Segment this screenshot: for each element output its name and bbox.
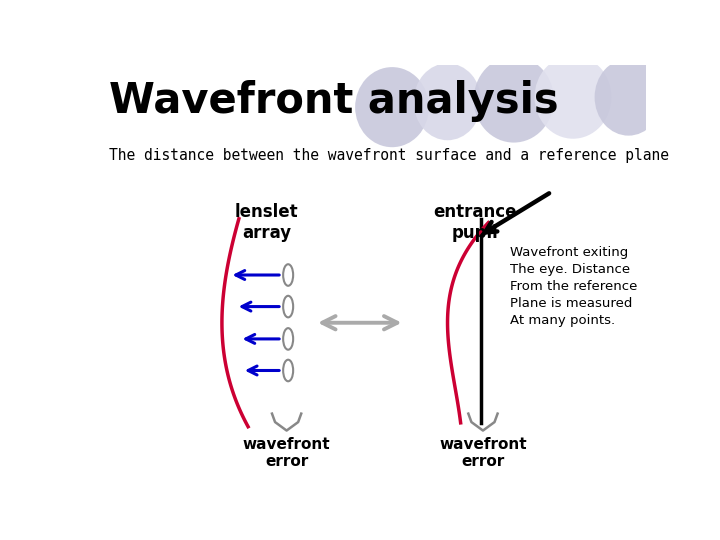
Text: lenslet
array: lenslet array (235, 204, 298, 242)
Text: Wavefront analysis: Wavefront analysis (109, 80, 559, 122)
Ellipse shape (534, 56, 611, 139)
Text: entrance
pupil: entrance pupil (433, 204, 517, 242)
Text: wavefront
error: wavefront error (243, 437, 330, 469)
Ellipse shape (474, 56, 554, 143)
Ellipse shape (355, 67, 429, 147)
Ellipse shape (595, 59, 662, 136)
Text: The distance between the wavefront surface and a reference plane: The distance between the wavefront surfa… (109, 148, 669, 163)
Ellipse shape (414, 63, 482, 140)
Text: wavefront
error: wavefront error (439, 437, 527, 469)
Text: Wavefront exiting
The eye. Distance
From the reference
Plane is measured
At many: Wavefront exiting The eye. Distance From… (510, 246, 637, 327)
